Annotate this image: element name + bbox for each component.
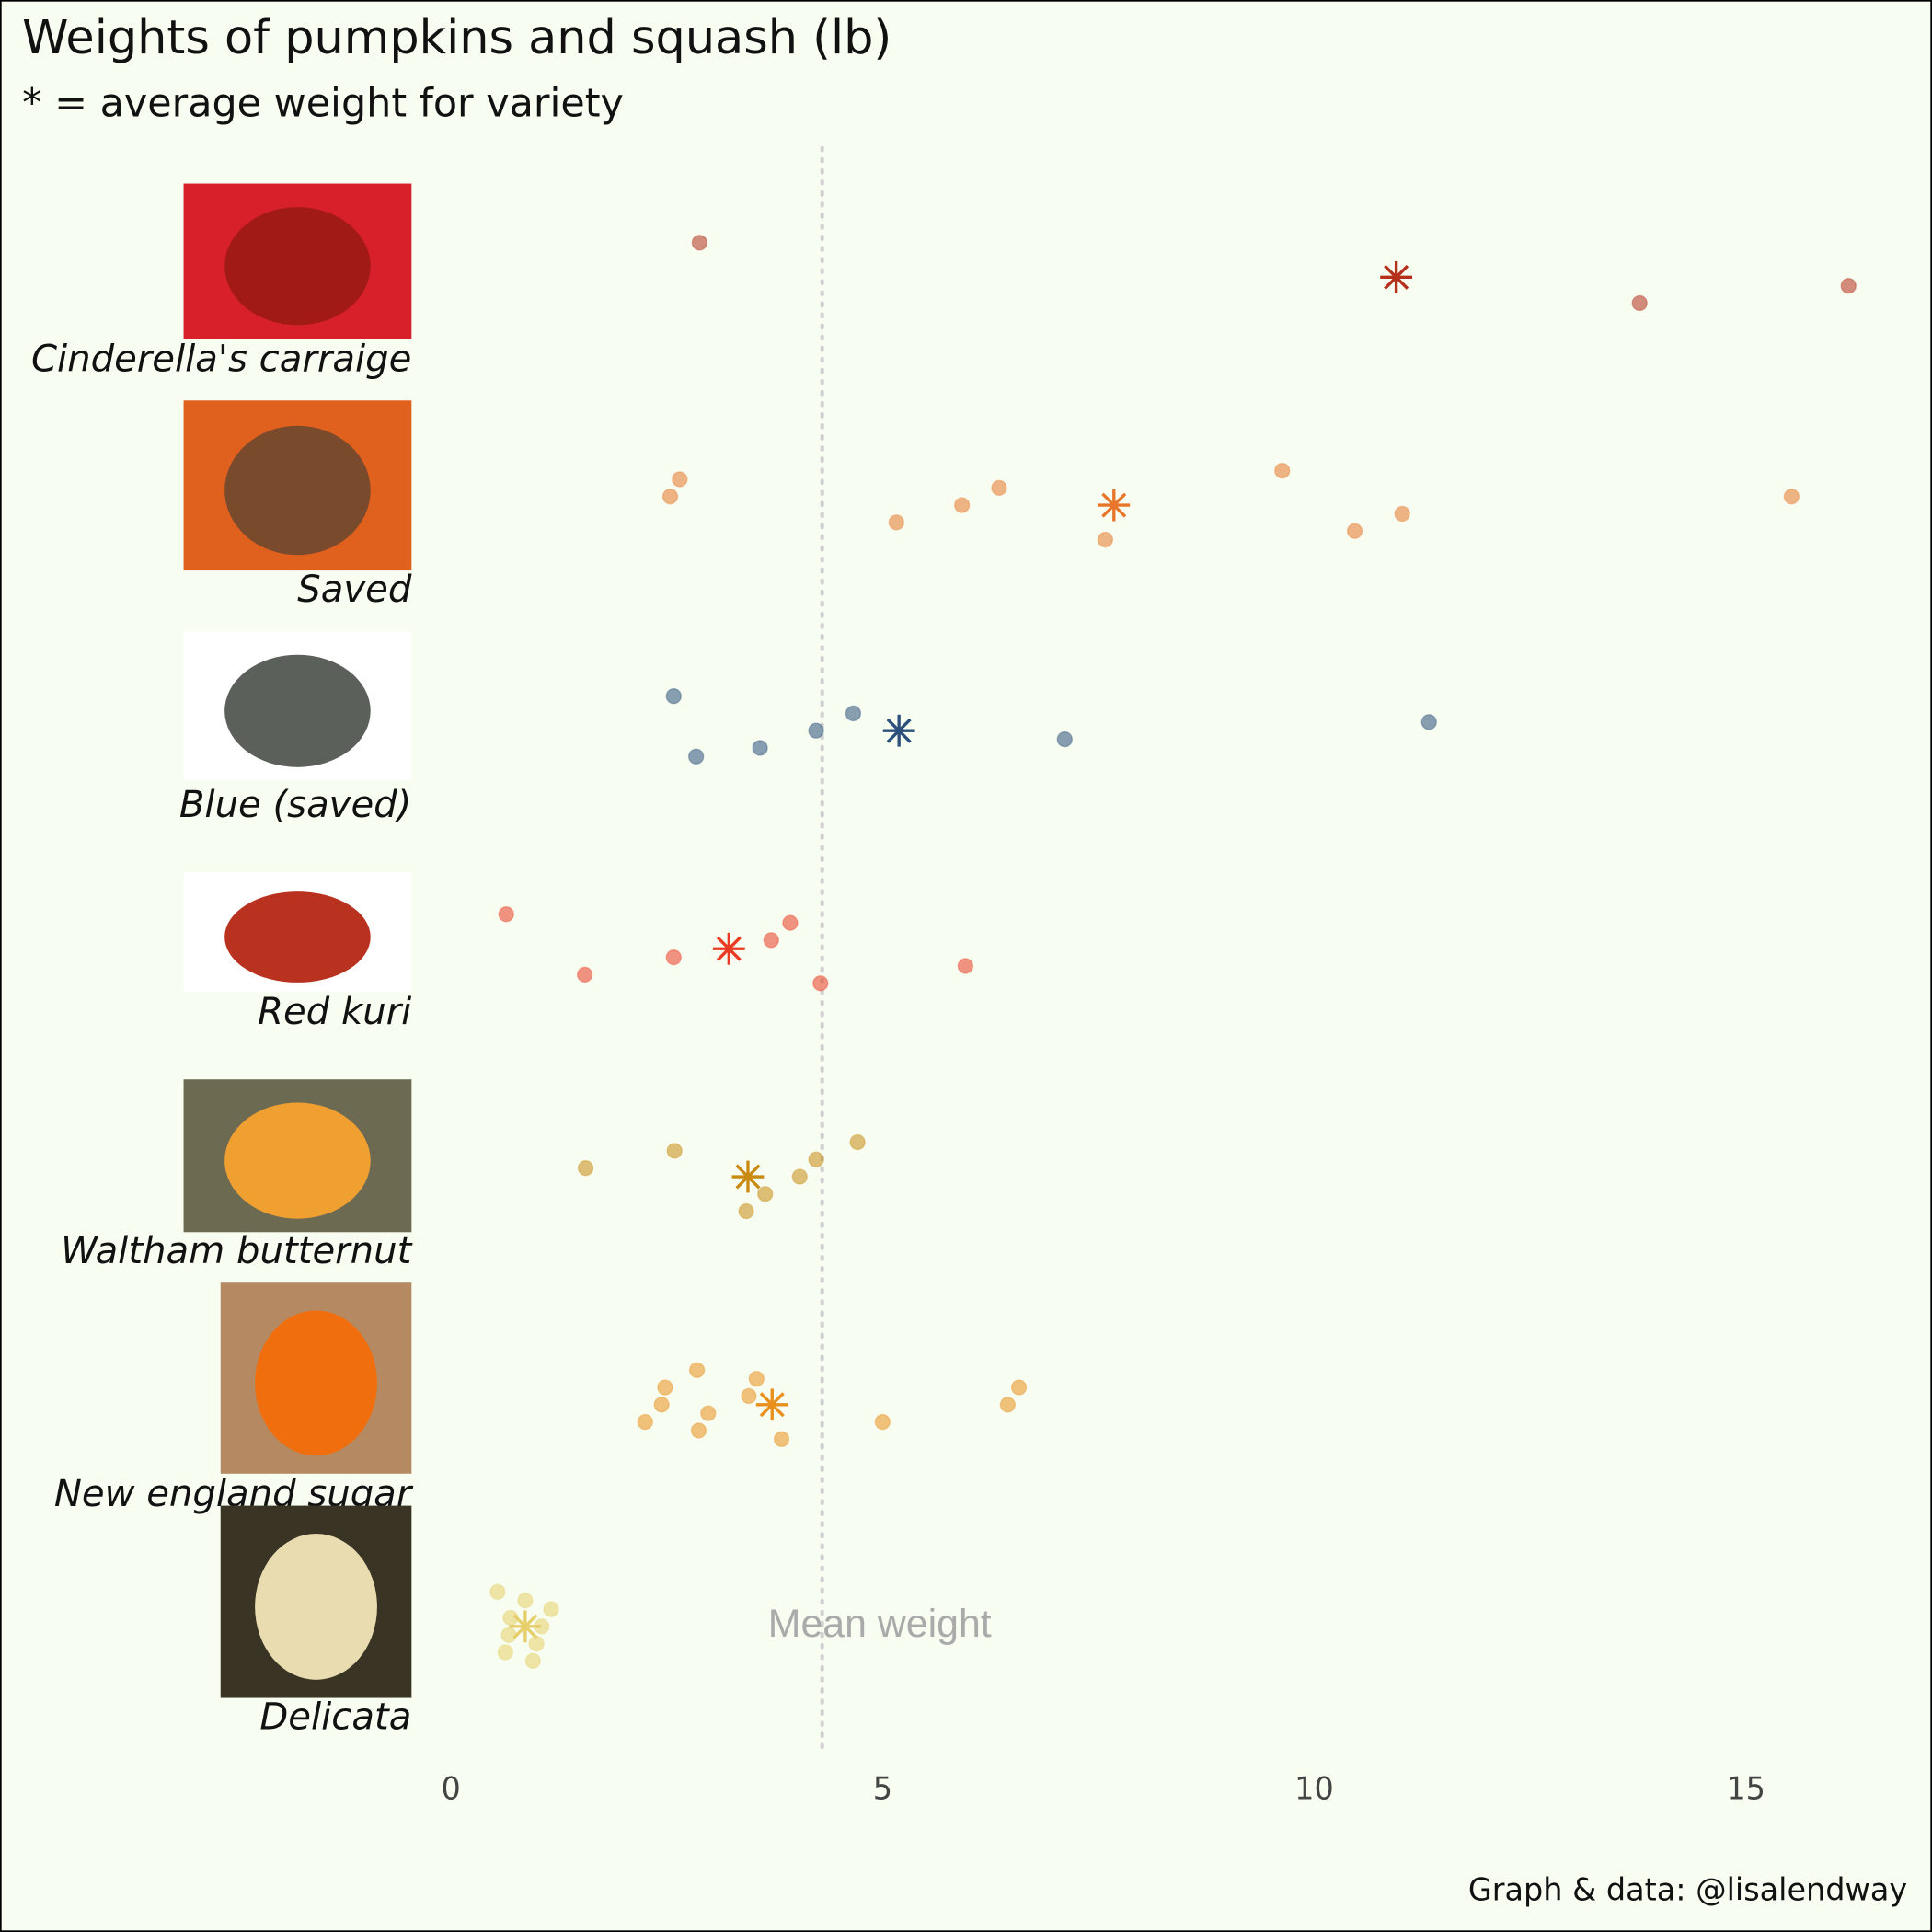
data-point [849,1133,866,1151]
data-point [517,1593,534,1609]
y-tick-label: Waltham butternut [61,1230,413,1272]
variety-image-subject [255,1534,377,1680]
data-point [576,966,593,983]
data-point [999,1397,1017,1413]
data-point [700,1405,717,1421]
data-point [953,497,971,513]
data-point [489,1583,506,1601]
y-tick-label: Delicata [259,1696,411,1738]
mean-marker-stroke [716,936,742,961]
data-point [957,958,974,974]
data-point [498,906,514,923]
data-point [524,1652,542,1670]
mean-marker [1380,260,1413,293]
x-tick-label: 0 [442,1770,461,1806]
data-point [812,975,829,992]
data-point [1097,531,1114,548]
data-point [688,1362,706,1378]
data-point [1631,294,1648,312]
data-point [666,1143,683,1159]
data-point [665,949,682,966]
mean-marker [1098,489,1131,522]
mean-marker [755,1388,788,1421]
x-tick-label: 15 [1726,1770,1765,1806]
data-point [1394,505,1410,523]
mean-marker [509,1610,542,1643]
data-point [653,1397,670,1413]
data-point [782,914,799,931]
mean-marker [731,1160,765,1193]
mean-marker [712,932,745,965]
data-point [672,471,688,488]
data-point [691,235,708,251]
data-point [690,1422,707,1439]
y-tick-label: Red kuri [258,991,411,1033]
variety-image-subject [224,891,371,983]
data-point [763,932,780,949]
data-point [1783,489,1800,505]
data-point [752,740,768,756]
data-point [500,1627,517,1643]
data-point [888,514,905,531]
data-point [528,1635,545,1652]
mean-marker-stroke [886,718,912,743]
variety-image-subject [224,207,371,326]
data-point [637,1413,654,1431]
data-point [808,722,824,739]
data-point [661,489,679,505]
data-point [657,1379,673,1396]
chart-title: Weights of pumpkins and squash (lb) [22,11,891,65]
chart-subtitle: * = average weight for variety [22,81,624,127]
variety-image-subject [224,654,371,767]
data-point [577,1159,594,1177]
data-point [687,748,705,765]
mean-marker-stroke [759,1392,785,1418]
data-point [1056,730,1074,748]
y-tick-label: Cinderella's carraige [31,338,411,380]
data-point [1274,462,1291,479]
variety-image-subject [224,425,371,556]
data-point [773,1431,790,1447]
mean-marker-stroke [512,1614,538,1639]
data-point [543,1601,559,1617]
data-point [748,1370,765,1387]
variety-image-subject [255,1310,377,1456]
data-point [808,1151,824,1167]
mean-marker-stroke [1101,492,1127,518]
data-point [874,1413,891,1431]
mean-marker-stroke [1384,264,1409,290]
data-point [757,1186,774,1202]
caption: Graph & data: @lisalendway [1468,1871,1907,1907]
data-point [1840,278,1857,294]
data-point [1420,714,1437,730]
x-tick-label: 5 [873,1770,892,1806]
variety-image-subject [224,1102,371,1219]
y-tick-label: Saved [297,569,412,611]
data-point [991,479,1007,497]
data-point [791,1168,808,1185]
data-point [738,1202,754,1220]
data-point [845,705,862,722]
data-point [665,687,682,705]
data-point [741,1387,757,1405]
mean-marker-stroke [735,1164,761,1190]
x-tick-label: 10 [1294,1770,1334,1806]
mean-marker [882,714,915,747]
annotation: Mean weight [768,1602,992,1646]
data-point [497,1644,514,1661]
data-point [1010,1379,1028,1396]
y-tick-label: Blue (saved) [179,784,411,826]
data-point [1346,523,1363,539]
